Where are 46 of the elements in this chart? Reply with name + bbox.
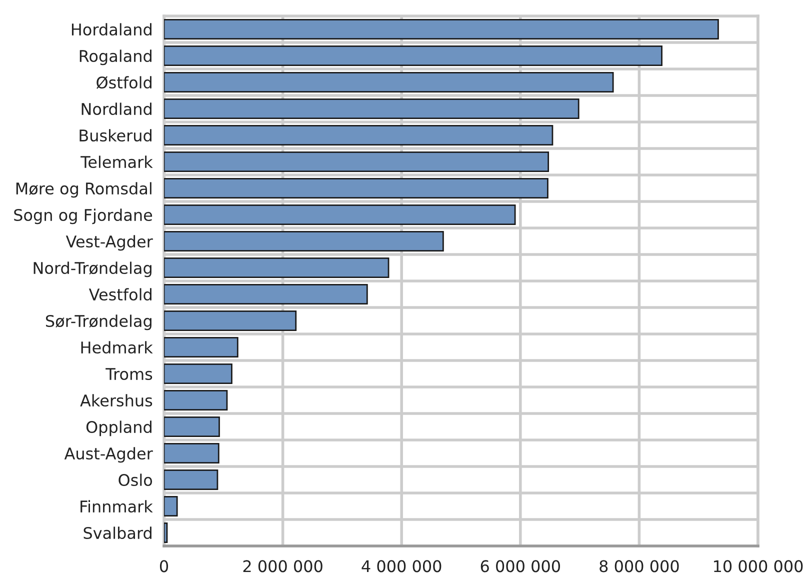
bar [164,416,220,437]
bar [164,470,218,490]
bar [164,310,297,331]
y-tick-label: Nord-Trøndelag [34,262,152,278]
y-tick-label: Aust-Agder [64,447,153,463]
x-tick-label: 2 000 000 [243,560,322,572]
x-tick-label: 0 [160,560,168,572]
bar [164,231,444,252]
bar [164,72,614,92]
bar [164,19,719,40]
x-tick-label: 10 000 000 [714,560,803,572]
y-tick-label: Akershus [80,394,152,407]
bar [164,337,238,358]
x-tick-label: 8 000 000 [600,560,679,572]
bar [164,178,548,198]
y-tick-label: Svalbard [84,526,152,540]
bar [164,443,220,464]
bar [164,496,178,516]
y-tick-label: Oslo [118,474,152,486]
y-tick-label: Nordland [82,102,152,116]
bar [164,46,662,66]
x-tick-label: 6 000 000 [480,560,560,572]
y-tick-label: Vestfold [88,288,152,301]
y-tick-label: Troms [106,368,152,380]
y-tick-label: Hedmark [81,341,153,354]
bar [164,204,516,225]
y-tick-label: Hordaland [72,23,152,36]
y-tick-label: Finnmark [80,500,153,513]
y-tick-label: Oppland [86,420,152,436]
y-tick-label: Telemark [80,156,153,168]
x-tick-label: 4 000 000 [362,560,442,572]
y-tick-label: Møre og Romsdal [16,182,152,198]
y-tick-label: Rogaland [80,50,152,66]
bar [164,152,550,172]
y-tick-label: Sogn og Fjordane [14,208,152,224]
bar [164,258,390,278]
bar [164,364,232,384]
y-tick-label: Østfold [96,76,152,89]
bar [164,522,168,543]
bar [164,125,554,146]
bar [164,98,580,119]
bar [164,284,368,304]
y-tick-label: Sør-Trøndelag [46,314,152,330]
y-tick-label: Buskerud [80,129,152,142]
y-tick-label: Vest-Agder [66,235,153,251]
bar [164,390,228,410]
